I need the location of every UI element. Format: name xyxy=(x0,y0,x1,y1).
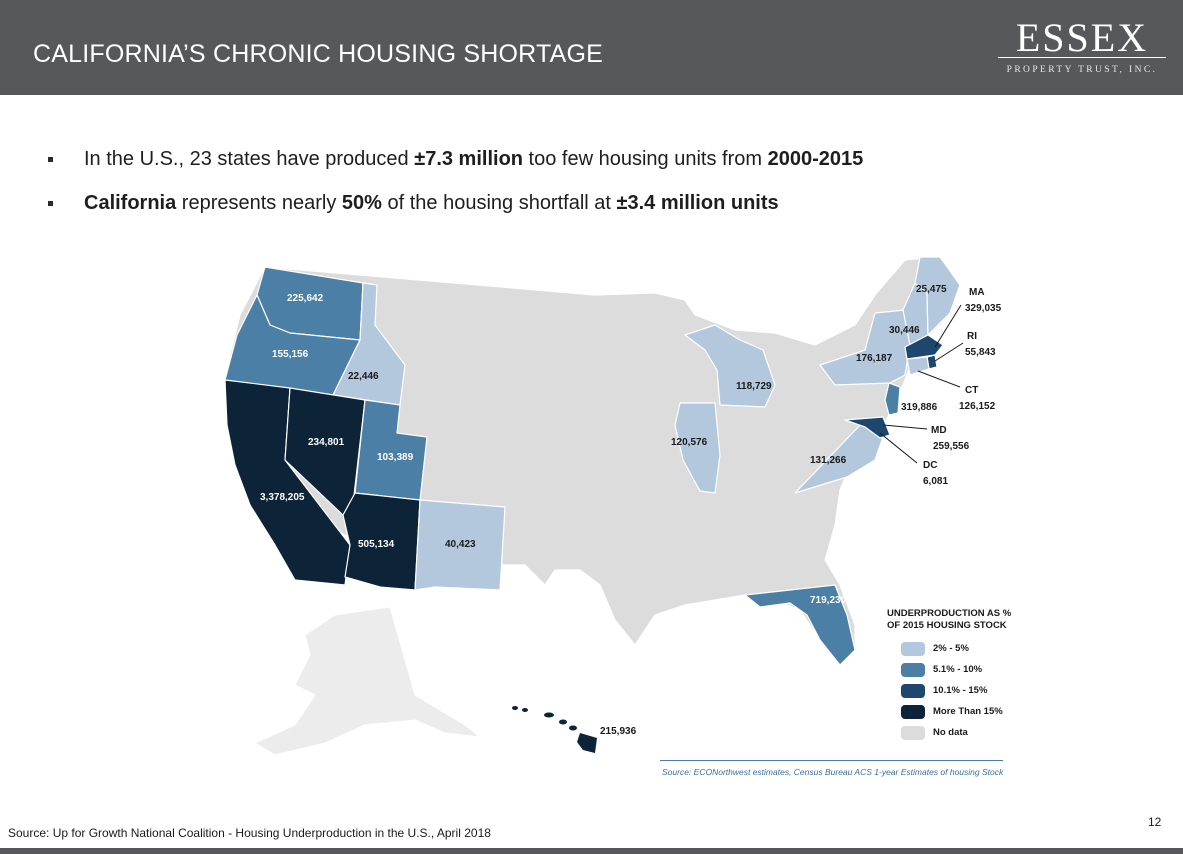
label-hi: 215,936 xyxy=(600,726,637,737)
footer-source: Source: Up for Growth National Coalition… xyxy=(8,826,491,840)
label-wa: 225,642 xyxy=(287,293,324,304)
callout-ri-value: 55,843 xyxy=(965,347,996,358)
map-legend: UNDERPRODUCTION AS % OF 2015 HOUSING STO… xyxy=(887,608,1027,745)
bullet-text: In the U.S., 23 states have produced ±7.… xyxy=(84,148,864,170)
logo-subtitle: PROPERTY TRUST, INC. xyxy=(1006,65,1158,75)
label-vt-nh: 30,446 xyxy=(889,325,920,336)
state-il xyxy=(674,402,721,494)
callout-line-ct xyxy=(917,370,961,388)
legend-item: 2% - 5% xyxy=(887,640,1027,661)
bullet-text: California represents nearly 50% of the … xyxy=(84,192,779,214)
logo-wordmark: ESSEX xyxy=(1015,15,1149,60)
state-me xyxy=(914,256,961,336)
label-va: 131,266 xyxy=(810,455,847,466)
state-mi xyxy=(684,324,776,408)
legend-label: No data xyxy=(933,727,968,738)
label-az: 505,134 xyxy=(358,539,395,550)
label-nv: 234,801 xyxy=(308,437,345,448)
legend-label: More Than 15% xyxy=(933,706,1003,717)
state-ma xyxy=(904,334,944,360)
legend-label: 2% - 5% xyxy=(933,643,969,654)
legend-item: No data xyxy=(887,724,1027,745)
state-ak xyxy=(253,606,482,756)
logo-rule xyxy=(998,57,1166,58)
state-id xyxy=(332,282,406,406)
callout-line-dc xyxy=(879,432,918,464)
callout-dc-abbr: DC xyxy=(923,460,937,471)
label-nj: 319,886 xyxy=(901,402,938,413)
us-map: 225,642 155,156 22,446 234,801 103,389 3… xyxy=(215,255,1025,795)
legend-swatch xyxy=(901,663,925,677)
label-nm: 40,423 xyxy=(445,539,476,550)
legend-swatch xyxy=(901,642,925,656)
page-number: 12 xyxy=(1148,815,1162,829)
callout-md-value: 259,556 xyxy=(933,441,970,452)
label-mi: 118,729 xyxy=(736,381,772,392)
label-ut: 103,389 xyxy=(377,452,414,463)
legend-label: 10.1% - 15% xyxy=(933,685,988,696)
state-va xyxy=(794,419,884,494)
page-title: CALIFORNIA’S CHRONIC HOUSING SHORTAGE xyxy=(33,40,603,68)
legend-item: More Than 15% xyxy=(887,703,1027,724)
state-fl xyxy=(744,584,856,666)
callout-line-ri xyxy=(934,342,964,362)
legend-title: UNDERPRODUCTION AS % OF 2015 HOUSING STO… xyxy=(887,608,1012,631)
header-bar: CALIFORNIA’S CHRONIC HOUSING SHORTAGE ES… xyxy=(0,0,1183,95)
bullet-marker xyxy=(48,201,53,206)
legend-item: 5.1% - 10% xyxy=(887,661,1027,682)
callout-ma-abbr: MA xyxy=(969,287,985,298)
label-id: 22,446 xyxy=(348,371,379,382)
callout-lines xyxy=(879,304,964,464)
label-il: 120,576 xyxy=(671,437,708,448)
label-fl: 719,230 xyxy=(810,595,847,606)
map-source-rule xyxy=(660,760,1003,761)
callout-dc-value: 6,081 xyxy=(923,476,948,487)
legend-items: 2% - 5% 5.1% - 10% 10.1% - 15% More Than… xyxy=(887,640,1027,745)
legend-swatch xyxy=(901,705,925,719)
label-ny: 176,187 xyxy=(856,353,893,364)
bullet-marker xyxy=(48,157,53,162)
state-nj xyxy=(884,382,901,416)
callout-line-md xyxy=(882,424,928,430)
label-me: 25,475 xyxy=(916,284,947,295)
callout-ri-abbr: RI xyxy=(967,331,977,342)
footer-bar xyxy=(0,848,1183,854)
callout-ct-value: 126,152 xyxy=(959,401,996,412)
map-source: Source: ECONorthwest estimates, Census B… xyxy=(662,767,1004,777)
label-ca: 3,378,205 xyxy=(260,492,305,503)
label-or: 155,156 xyxy=(272,349,309,360)
state-ct xyxy=(906,356,930,376)
callout-md-abbr: MD xyxy=(931,425,947,436)
legend-label: 5.1% - 10% xyxy=(933,664,983,675)
callout-ct-abbr: CT xyxy=(965,385,978,396)
callout-line-ma xyxy=(934,304,962,348)
state-hi xyxy=(512,706,597,753)
legend-swatch xyxy=(901,684,925,698)
state-nm xyxy=(414,499,506,591)
legend-item: 10.1% - 15% xyxy=(887,682,1027,703)
essex-logo: ESSEX PROPERTY TRUST, INC. xyxy=(998,10,1166,80)
callout-ma-value: 329,035 xyxy=(965,303,1002,314)
legend-swatch xyxy=(901,726,925,740)
us-map-svg: 225,642 155,156 22,446 234,801 103,389 3… xyxy=(224,256,1002,756)
